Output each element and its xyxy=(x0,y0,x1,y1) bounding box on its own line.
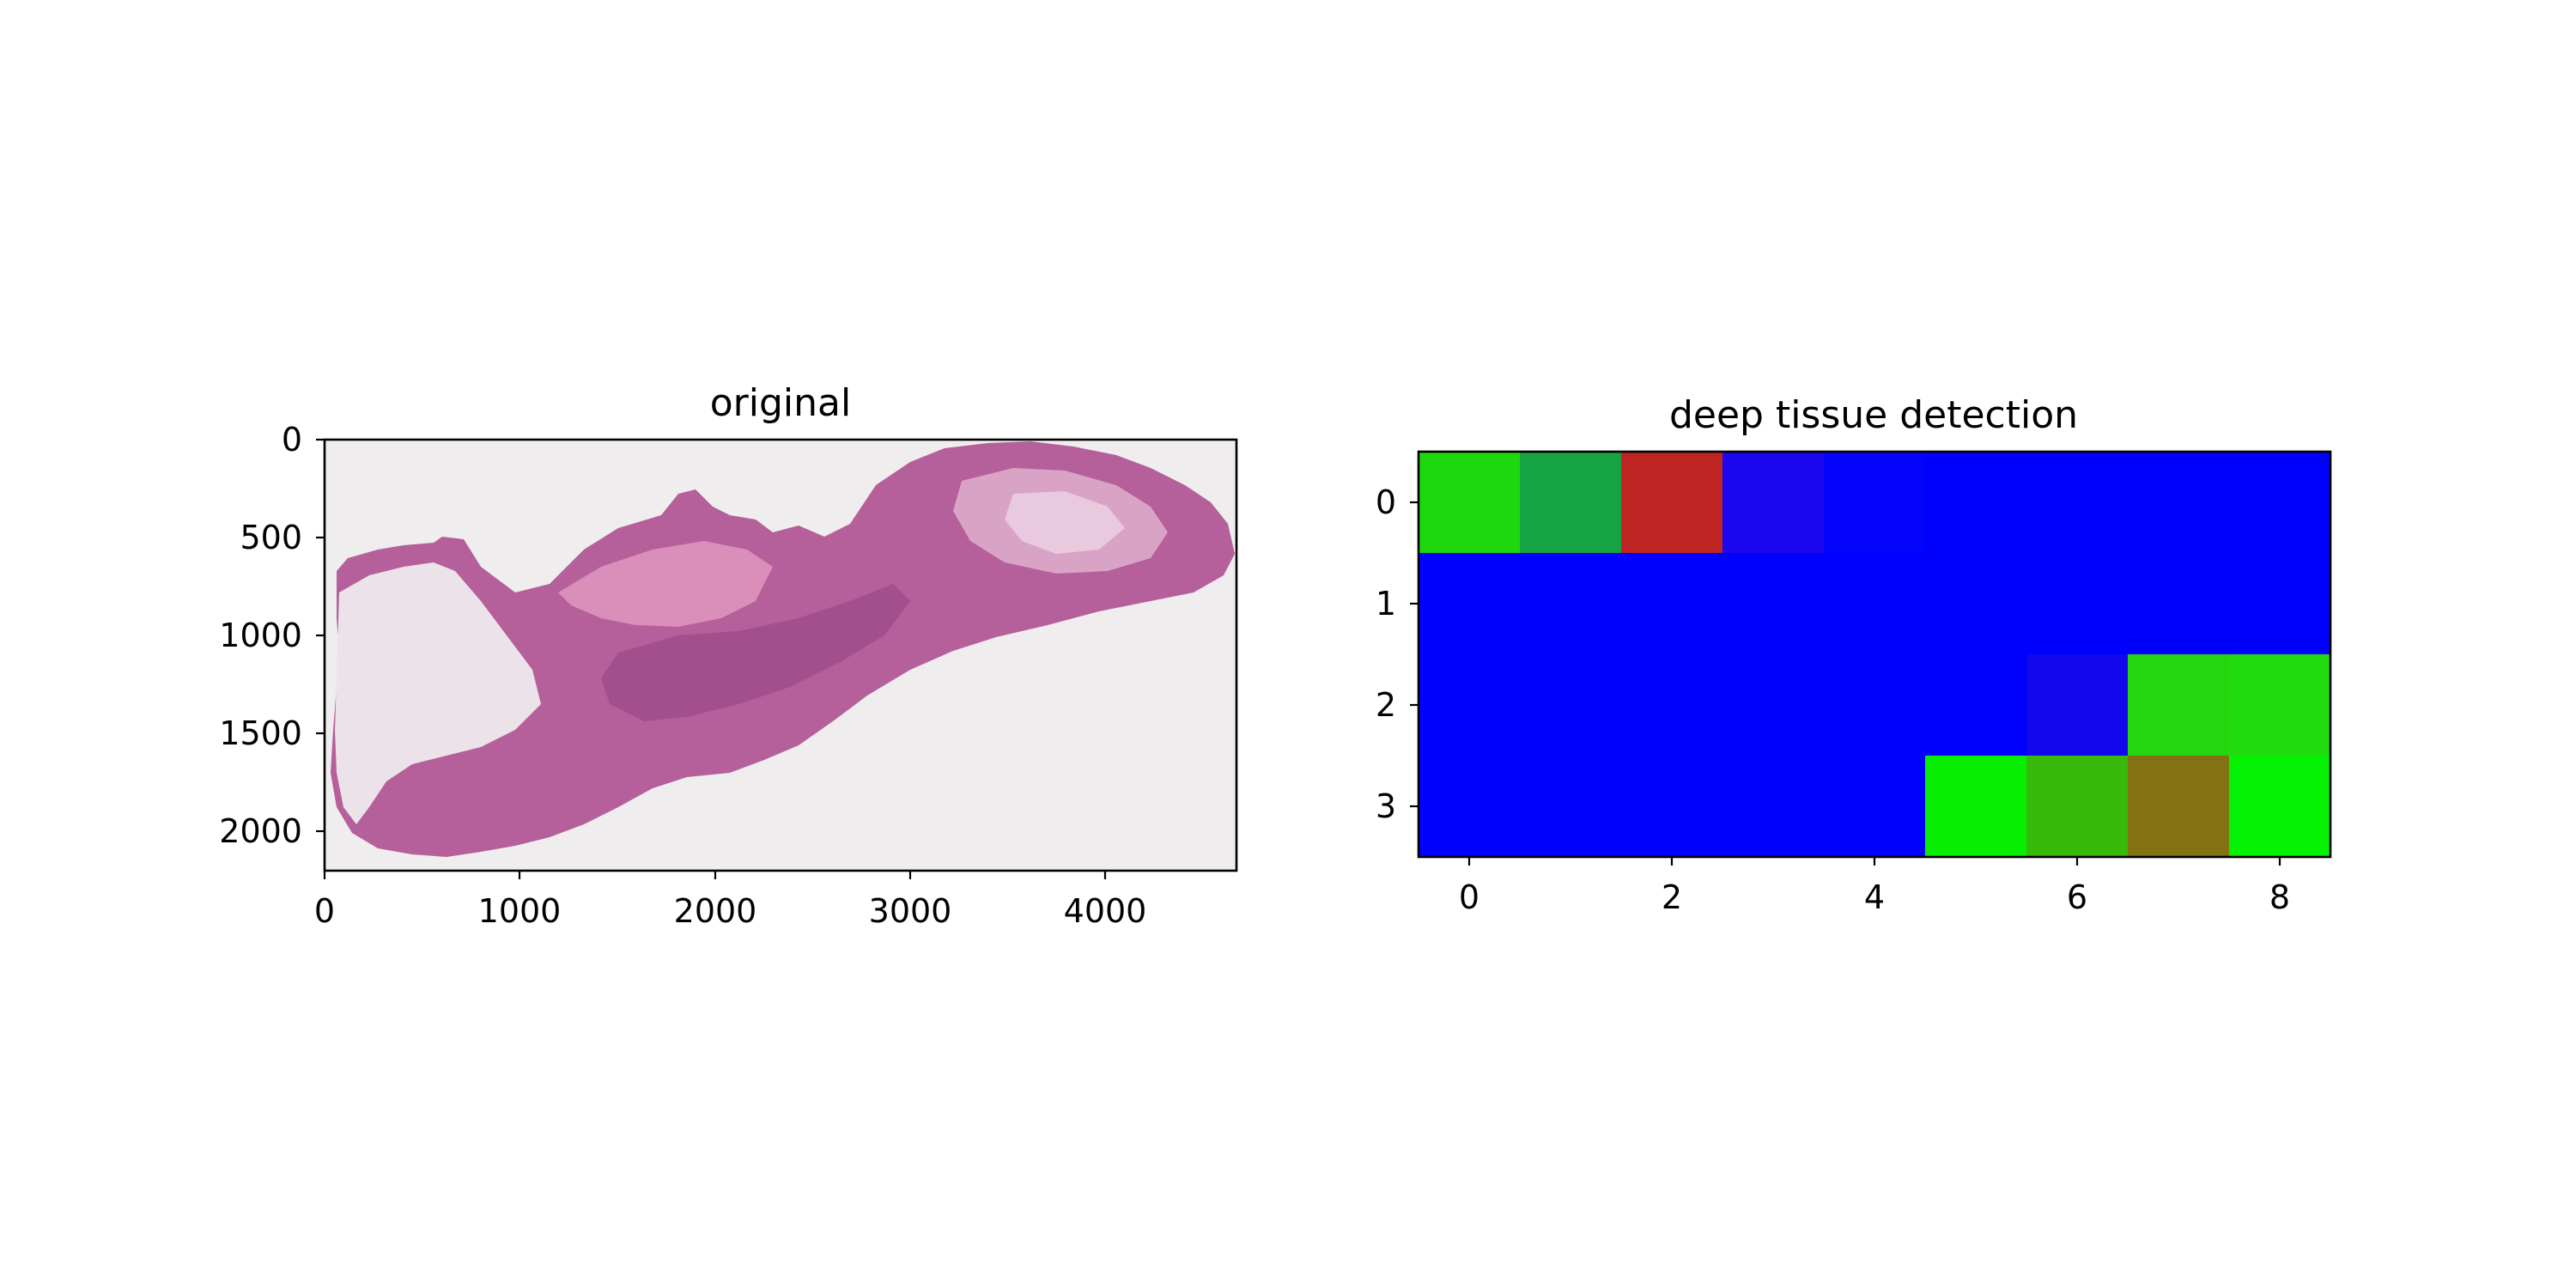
heatmap-x-tick-label: 6 xyxy=(2067,878,2087,916)
original-y-tick-label: 0 xyxy=(282,421,302,459)
original-x-tick-label: 1000 xyxy=(478,892,562,930)
heatmap-cell xyxy=(2128,756,2230,858)
original-y-tick-label: 1000 xyxy=(219,617,302,654)
heatmap-cell xyxy=(1520,654,1622,756)
original-y-tick-label: 2000 xyxy=(219,812,302,850)
heatmap-cell xyxy=(1925,756,2027,858)
heatmap-cell xyxy=(1520,756,1622,858)
heatmap-cell xyxy=(1925,654,2027,756)
original-image-panel: original 0 1000 2000 3000 4000 xyxy=(219,381,1238,930)
original-frame xyxy=(323,438,1238,872)
heatmap-cell xyxy=(1824,553,1926,655)
heatmap-cell xyxy=(1419,452,1521,554)
original-y-tick-label: 500 xyxy=(240,519,302,556)
heatmap-cell xyxy=(1419,553,1521,655)
heatmap-cell xyxy=(1419,654,1521,756)
heatmap-x-tick-label: 4 xyxy=(1864,878,1885,916)
original-y-ticks: 0 500 1000 1500 2000 xyxy=(219,421,325,850)
heatmap-x-ticks: 0 2 4 6 8 xyxy=(1459,857,2290,916)
heatmap-x-tick-label: 2 xyxy=(1662,878,1682,916)
heatmap-cell xyxy=(1520,553,1622,655)
heatmap-cell xyxy=(1925,553,2027,655)
tissue-dark-core xyxy=(601,584,910,721)
heatmap-cell xyxy=(1722,553,1825,655)
original-x-tick-label: 4000 xyxy=(1064,892,1147,930)
heatmap-cell xyxy=(1722,654,1825,756)
heatmap-cell xyxy=(1925,452,2027,554)
heatmap-cell xyxy=(1824,654,1926,756)
deep-tissue-panel: deep tissue detection 0 2 4 6 8 0 1 2 3 xyxy=(1376,393,2332,916)
heatmap-y-ticks: 0 1 2 3 xyxy=(1376,483,1419,825)
heatmap-y-tick-label: 1 xyxy=(1376,585,1396,623)
heatmap-x-tick-label: 0 xyxy=(1459,878,1479,916)
heatmap-cell xyxy=(2229,452,2331,554)
heatmap-x-tick-label: 8 xyxy=(2269,878,2290,916)
heatmap-cell xyxy=(2128,553,2230,655)
heatmap-cell xyxy=(2026,756,2129,858)
tissue-pale-left xyxy=(335,562,541,824)
tissue-pink-band xyxy=(558,541,773,627)
heatmap-cell xyxy=(1621,553,1723,655)
heatmap-cell xyxy=(2128,452,2230,554)
original-x-ticks: 0 1000 2000 3000 4000 xyxy=(314,871,1146,930)
original-x-tick-label: 0 xyxy=(314,892,335,930)
heatmap-cell xyxy=(1621,452,1723,554)
heatmap-y-tick-label: 3 xyxy=(1376,787,1396,825)
heatmap-cell xyxy=(1621,756,1723,858)
heatmap-cell xyxy=(1419,756,1521,858)
heatmap-cell xyxy=(2229,654,2331,756)
heatmap-cells xyxy=(1419,452,2331,858)
heatmap-cell xyxy=(2229,756,2331,858)
heatmap-cell xyxy=(2026,654,2129,756)
original-y-tick-label: 1500 xyxy=(219,714,302,752)
heatmap-title: deep tissue detection xyxy=(1669,393,2078,437)
heatmap-y-tick-label: 0 xyxy=(1376,483,1396,521)
heatmap-cell xyxy=(1824,756,1926,858)
heatmap-cell xyxy=(1824,452,1926,554)
original-x-tick-label: 2000 xyxy=(674,892,757,930)
heatmap-cell xyxy=(1520,452,1622,554)
original-title: original xyxy=(710,381,851,425)
heatmap-cell xyxy=(1722,452,1825,554)
original-image xyxy=(325,440,1236,871)
tissue-light-right-core xyxy=(1005,491,1125,554)
heatmap-cell xyxy=(2128,654,2230,756)
heatmap-cell xyxy=(1722,756,1825,858)
heatmap-cell xyxy=(1621,654,1723,756)
heatmap-cell xyxy=(2026,452,2129,554)
heatmap-cell xyxy=(2229,553,2331,655)
original-x-tick-label: 3000 xyxy=(869,892,952,930)
heatmap-cell xyxy=(2026,553,2129,655)
heatmap-y-tick-label: 2 xyxy=(1376,686,1396,724)
